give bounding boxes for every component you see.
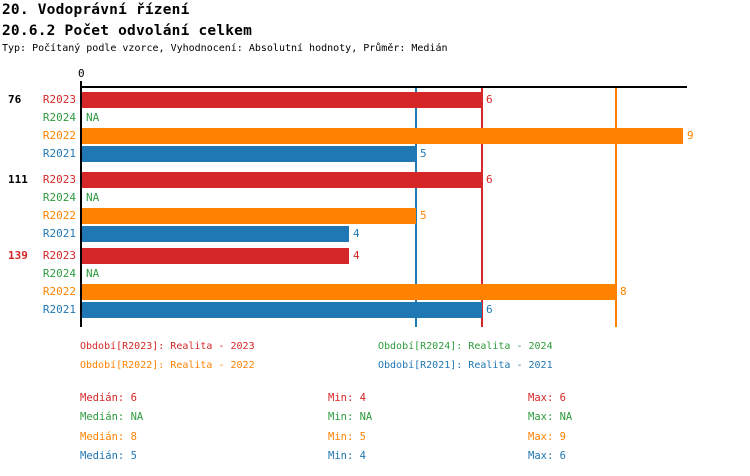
chart-subtitle: 20.6.2 Počet odvolání celkem — [2, 23, 253, 39]
page-title: 20. Vodoprávní řízení — [2, 2, 190, 18]
row-label-r2022: R2022 — [42, 209, 76, 222]
bar-value-label: 9 — [687, 129, 694, 142]
stats-row-r2021: Medián: 5 Min: 4 Max: 6 — [0, 450, 750, 464]
bar-r2021 — [82, 226, 349, 242]
group-label-111: 111 — [8, 173, 28, 186]
stat-median: Medián: NA — [80, 411, 144, 423]
median-line-r2021 — [415, 88, 417, 327]
x-axis-tick — [80, 81, 82, 86]
legend-item-r2023: Období[R2023]: Realita - 2023 — [80, 341, 255, 352]
x-axis-tick-label: 0 — [78, 67, 85, 80]
bar-value-label: 4 — [353, 249, 360, 262]
stats-row-r2023: Medián: 6 Min: 4 Max: 6 — [0, 392, 750, 406]
bar-value-label-na: NA — [86, 111, 100, 124]
group-label-76: 76 — [8, 93, 22, 106]
row-label-r2022: R2022 — [42, 285, 76, 298]
bar-value-label: 4 — [353, 227, 360, 240]
stat-min: Min: 4 — [328, 392, 366, 404]
bar-value-label: 5 — [420, 209, 427, 222]
median-line-r2022 — [615, 88, 617, 327]
legend-item-r2022: Období[R2022]: Realita - 2022 — [80, 360, 255, 371]
row-label-r2023: R2023 — [42, 249, 76, 262]
row-label-r2024: R2024 — [42, 111, 76, 124]
bar-r2022 — [82, 284, 616, 300]
stat-max: Max: 6 — [528, 450, 566, 462]
row-label-r2021: R2021 — [42, 147, 76, 160]
bar-value-label: 6 — [486, 173, 493, 186]
median-line-r2023 — [481, 88, 483, 327]
stat-max: Max: 6 — [528, 392, 566, 404]
bar-value-label-na: NA — [86, 191, 100, 204]
row-label-r2023: R2023 — [42, 93, 76, 106]
stat-median: Medián: 8 — [80, 431, 137, 443]
stat-min: Min: NA — [328, 411, 373, 423]
bar-r2022 — [82, 128, 683, 144]
group-label-139: 139 — [8, 249, 28, 262]
y-axis-line — [80, 86, 82, 327]
legend-item-r2021: Období[R2021]: Realita - 2021 — [378, 360, 553, 371]
row-label-r2021: R2021 — [42, 303, 76, 316]
row-label-r2022: R2022 — [42, 129, 76, 142]
stat-min: Min: 4 — [328, 450, 366, 462]
stats-row-r2022: Medián: 8 Min: 5 Max: 9 — [0, 431, 750, 445]
row-label-r2024: R2024 — [42, 191, 76, 204]
bar-value-label-na: NA — [86, 267, 100, 280]
row-label-r2021: R2021 — [42, 227, 76, 240]
legend-item-r2024: Období[R2024]: Realita - 2024 — [378, 341, 553, 352]
bar-r2023 — [82, 248, 349, 264]
bar-value-label: 6 — [486, 93, 493, 106]
bar-value-label: 6 — [486, 303, 493, 316]
stat-median: Medián: 6 — [80, 392, 137, 404]
bar-value-label: 5 — [420, 147, 427, 160]
bar-r2021 — [82, 302, 482, 318]
bar-r2023 — [82, 92, 482, 108]
stat-min: Min: 5 — [328, 431, 366, 443]
chart-meta-line: Typ: Počítaný podle vzorce, Vyhodnocení:… — [2, 43, 448, 54]
row-label-r2023: R2023 — [42, 173, 76, 186]
stats-row-r2024: Medián: NA Min: NA Max: NA — [0, 411, 750, 425]
bar-value-label: 8 — [620, 285, 627, 298]
bar-r2021 — [82, 146, 416, 162]
stat-max: Max: 9 — [528, 431, 566, 443]
bar-r2022 — [82, 208, 416, 224]
row-label-r2024: R2024 — [42, 267, 76, 280]
x-axis-line — [80, 86, 687, 88]
stat-max: Max: NA — [528, 411, 573, 423]
bar-r2023 — [82, 172, 482, 188]
stat-median: Medián: 5 — [80, 450, 137, 462]
